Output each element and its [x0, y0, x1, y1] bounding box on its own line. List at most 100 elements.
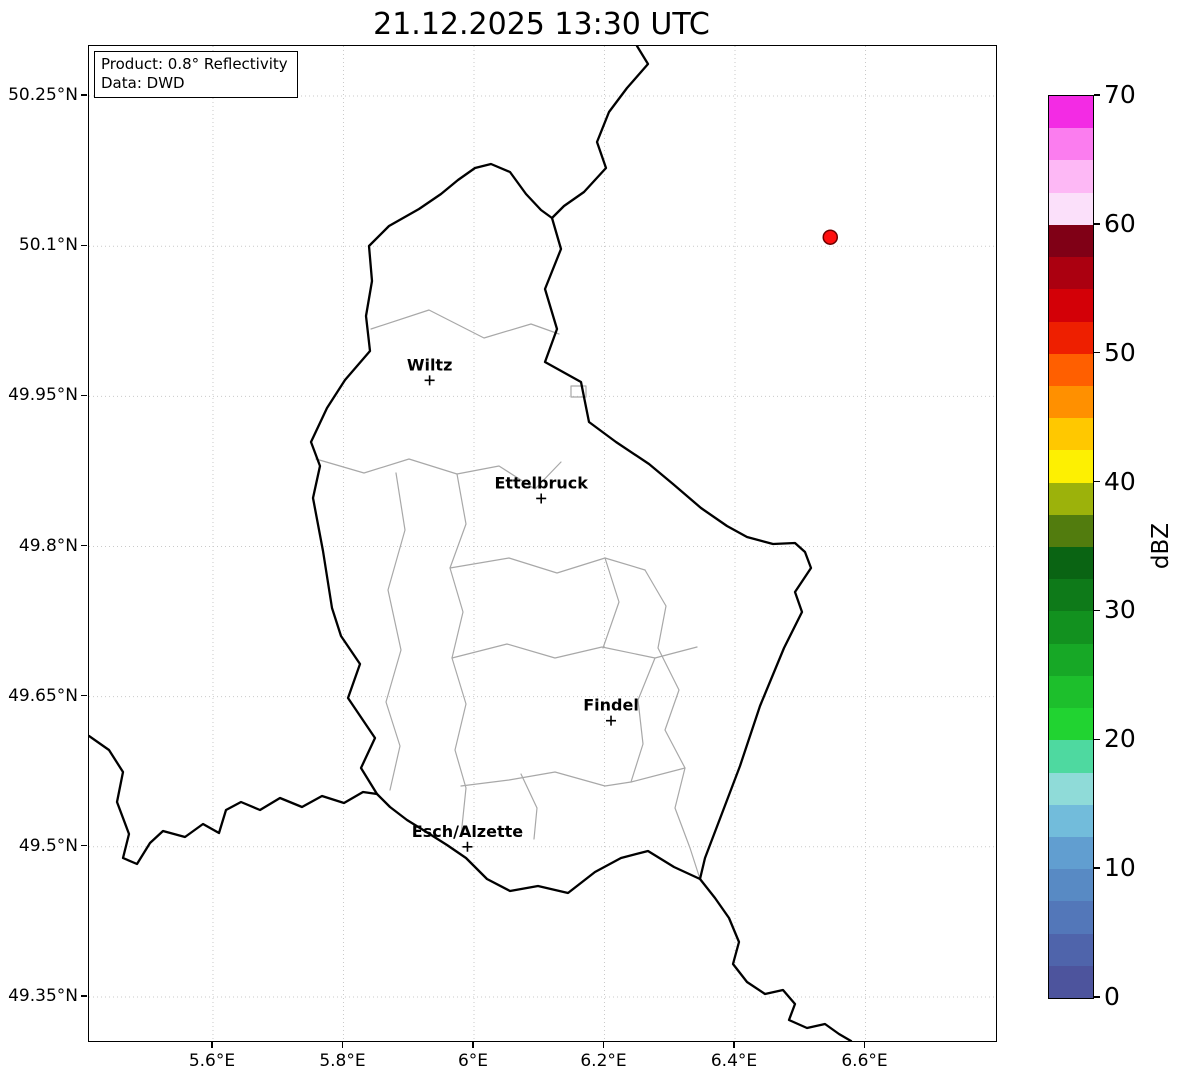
colorbar-band [1049, 965, 1093, 998]
y-axis-tick-label: 49.5°N [18, 835, 78, 856]
canton-border-path [451, 643, 698, 659]
page-title: 21.12.2025 13:30 UTC [373, 7, 710, 42]
colorbar-tick-label: 10 [1104, 853, 1136, 883]
country-border-path [89, 734, 379, 866]
city-label: Esch/Alzette [412, 822, 524, 841]
canton-border-path [460, 767, 686, 787]
colorbar-tick [1094, 996, 1100, 998]
colorbar-band [1049, 611, 1093, 644]
x-axis-tick [863, 1042, 866, 1048]
y-axis-tick [81, 845, 87, 847]
x-axis-tick [211, 1042, 213, 1048]
colorbar-band [1049, 192, 1093, 225]
city-marker [606, 715, 617, 726]
city-label: Ettelbruck [494, 473, 588, 492]
city-label: Wiltz [407, 355, 453, 374]
product-info-box: Product: 0.8° Reflectivity Data: DWD [94, 51, 298, 98]
colorbar-tick-label: 20 [1104, 724, 1136, 754]
colorbar-band [1049, 514, 1093, 547]
colorbar-band [1049, 128, 1093, 161]
x-axis-tick-label: 6°E [457, 1051, 489, 1071]
colorbar-band [1049, 418, 1093, 451]
x-axis-tick [341, 1042, 344, 1048]
canton-border-path [385, 472, 406, 791]
luxembourg-radar-map: Wiltz Ettelbruck Findel Esch/Alzette [89, 46, 996, 1041]
product-info-line: Product: 0.8° Reflectivity [101, 55, 288, 73]
city-marker [424, 375, 435, 386]
x-axis-tick-label: 6.2°E [580, 1051, 627, 1071]
x-axis-tick-label: 6.4°E [710, 1051, 758, 1071]
canton-border-path [520, 773, 538, 840]
y-axis-tick [81, 244, 87, 246]
colorbar-tick [1094, 223, 1100, 225]
colorbar-band [1049, 160, 1093, 193]
y-axis-tick [81, 94, 87, 96]
colorbar-band [1049, 224, 1093, 258]
colorbar-band [1049, 482, 1093, 515]
x-axis-tick-label: 5.6°E [188, 1051, 236, 1071]
colorbar-tick [1094, 738, 1100, 741]
y-axis-tick-label: 50.1°N [18, 235, 78, 256]
colorbar-band [1049, 869, 1093, 902]
y-axis-tick [81, 544, 87, 547]
colorbar-tick [1094, 94, 1100, 96]
canton-border-path [644, 569, 701, 880]
colorbar-band [1049, 643, 1093, 676]
y-axis-tick-label: 49.65°N [8, 685, 78, 706]
colorbar-band [1049, 708, 1093, 741]
colorbar-tick-label: 0 [1104, 982, 1120, 1011]
colorbar-tick [1094, 480, 1100, 483]
map-plot-area: Wiltz Ettelbruck Findel Esch/Alzette Produc… [88, 45, 997, 1042]
x-axis-tick-label: 6.6°E [841, 1051, 888, 1071]
colorbar-band [1049, 772, 1093, 805]
colorbar-band [1049, 933, 1093, 966]
colorbar-band [1049, 289, 1093, 322]
y-axis-tick-label: 49.35°N [8, 985, 78, 1006]
radar-dot [822, 229, 839, 245]
colorbar-tick-label: 30 [1104, 595, 1136, 625]
canton-border-path [602, 557, 620, 649]
colorbar-band [1049, 257, 1093, 290]
colorbar-band [1049, 901, 1093, 934]
x-axis-tick [602, 1042, 605, 1048]
colorbar-band [1049, 836, 1093, 870]
y-axis-tick [81, 695, 87, 697]
country-border-path [309, 162, 813, 895]
city-label: Findel [583, 696, 639, 715]
canton-border-path [370, 309, 560, 339]
colorbar-band [1049, 675, 1093, 709]
colorbar-tick-label: 40 [1104, 466, 1136, 496]
colorbar-tick [1094, 351, 1100, 354]
colorbar-tick-label: 50 [1104, 337, 1136, 367]
colorbar-band [1049, 353, 1093, 386]
x-axis-tick-label: 5.8°E [319, 1051, 366, 1071]
canton-border-path [630, 657, 656, 783]
colorbar-band [1049, 321, 1093, 354]
colorbar-band [1049, 385, 1093, 419]
colorbar-tick-label: 60 [1104, 208, 1136, 238]
city-marker [462, 841, 473, 852]
colorbar-band [1049, 579, 1093, 612]
colorbar-unit-label: dBZ [1148, 522, 1174, 570]
y-axis-tick-label: 49.8°N [18, 535, 78, 556]
colorbar-band [1049, 804, 1093, 837]
colorbar-band [1049, 740, 1093, 773]
x-axis-tick [733, 1042, 735, 1048]
y-axis-tick [81, 394, 87, 396]
y-axis-tick-label: 49.95°N [8, 385, 78, 406]
x-axis-tick [472, 1042, 474, 1048]
y-axis-tick [81, 995, 87, 997]
reflectivity-colorbar [1048, 95, 1094, 999]
country-border-path [698, 877, 853, 1041]
colorbar-tick [1094, 609, 1100, 612]
colorbar-tick [1094, 867, 1100, 869]
colorbar-band [1049, 96, 1093, 129]
country-border-path [550, 46, 650, 220]
canton-border-path [449, 557, 646, 574]
data-source-line: Data: DWD [101, 74, 185, 92]
colorbar-band [1049, 547, 1093, 580]
city-marker [536, 493, 547, 504]
colorbar-tick-label: 70 [1104, 80, 1136, 109]
y-axis-tick-label: 50.25°N [8, 85, 78, 106]
